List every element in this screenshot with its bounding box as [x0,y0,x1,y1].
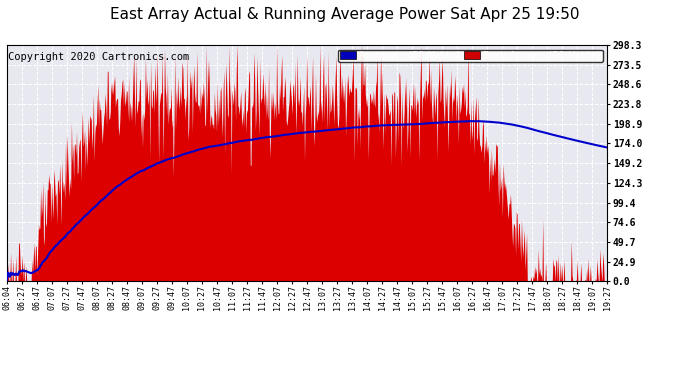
Legend: Average  (DC Watts), East Array  (DC Watts): Average (DC Watts), East Array (DC Watts… [338,50,602,62]
Text: Copyright 2020 Cartronics.com: Copyright 2020 Cartronics.com [8,52,189,62]
Text: East Array Actual & Running Average Power Sat Apr 25 19:50: East Array Actual & Running Average Powe… [110,8,580,22]
